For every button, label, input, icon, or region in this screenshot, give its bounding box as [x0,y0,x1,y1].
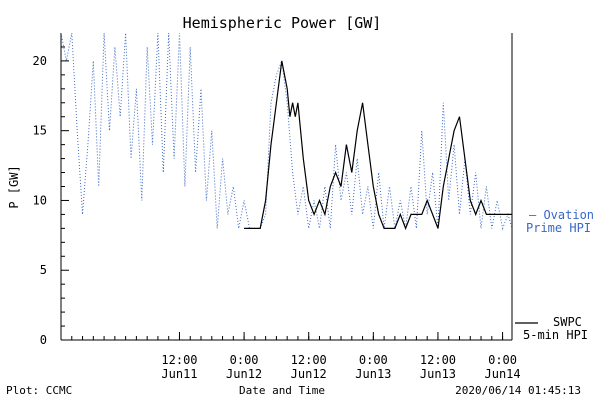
y-tick-label: 10 [33,193,47,207]
legend-swpc-line2: 5-min HPI [523,328,588,342]
x-tick-date: Jun12 [226,367,262,381]
legend-swpc-line1: SWPC [553,315,582,329]
series-swpc-5min-hpi [244,60,512,231]
x-tick-date: Jun13 [420,367,456,381]
y-ticks: 0 5 10 15 20 [33,46,69,347]
x-tick-date: Jun14 [485,367,521,381]
legend: – Ovation Prime HPI SWPC 5-min HPI [515,208,594,342]
x-tick-time: 0:00 [488,353,517,367]
plot-area [60,33,513,341]
series-ovation-prime-hpi [61,33,512,231]
x-tick-time: 12:00 [161,353,197,367]
x-tick-time: 12:00 [420,353,456,367]
chart-title: Hemispheric Power [GW] [183,14,382,32]
x-tick-date: Jun12 [291,367,327,381]
y-axis-label: P [GW] [7,165,21,208]
x-tick-time: 0:00 [230,353,259,367]
x-axis-label: Date and Time [239,384,325,397]
footer-timestamp: 2020/06/14 01:45:13 [455,384,581,397]
y-tick-label: 15 [33,124,47,138]
x-tick-date: Jun13 [355,367,391,381]
series-layer [61,33,512,231]
y-tick-label: 20 [33,54,47,68]
y-tick-label: 5 [40,263,47,277]
x-tick-time: 0:00 [359,353,388,367]
x-ticks: 12:00Jun110:00Jun1212:00Jun120:00Jun1312… [60,332,521,381]
legend-ovation-line1: – Ovation [529,208,594,222]
y-tick-label: 0 [40,333,47,347]
x-tick-date: Jun11 [161,367,197,381]
x-tick-time: 12:00 [291,353,327,367]
legend-ovation-line2: Prime HPI [526,221,591,235]
footer-credit: Plot: CCMC [6,384,72,397]
